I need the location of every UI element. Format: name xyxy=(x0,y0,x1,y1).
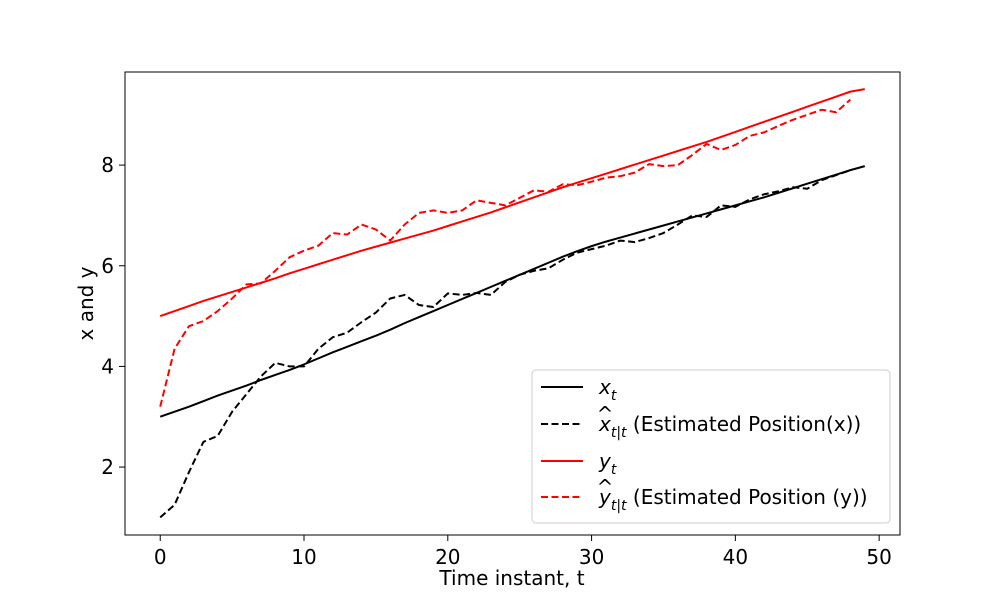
x-tick-label: 40 xyxy=(723,545,748,569)
legend-frame xyxy=(531,369,891,524)
series-line-y-t xyxy=(159,88,865,318)
x-tick-label: 20 xyxy=(435,545,460,569)
legend-label-x-hat: xt|t (Estimated Position(x)) xyxy=(598,412,861,441)
y-axis-label: x and y xyxy=(74,266,98,340)
legend-hat-accent: ^ xyxy=(597,475,614,499)
x-axis: 0 10 20 30 40 50 xyxy=(154,535,892,569)
legend-label-y-t: yt xyxy=(598,449,617,478)
y-tick-label: 4 xyxy=(101,354,114,378)
legend-label-x-t: xt xyxy=(598,375,617,404)
series-line-y-hat xyxy=(159,98,852,407)
series-line-x-hat xyxy=(159,169,851,519)
x-tick-label: 50 xyxy=(866,545,891,569)
series-layer xyxy=(159,88,866,519)
legend-label-y-hat: yt|t (Estimated Position (y)) xyxy=(598,485,868,514)
legend-hat-accent: ^ xyxy=(597,402,614,426)
x-axis-label: Time instant, t xyxy=(438,566,584,590)
plot-area-frame xyxy=(124,71,901,536)
y-tick-label: 2 xyxy=(101,455,114,479)
x-tick-label: 10 xyxy=(291,545,316,569)
y-tick-label: 8 xyxy=(101,153,114,177)
y-axis: 2 4 6 8 xyxy=(101,153,125,479)
x-tick-label: 30 xyxy=(579,545,604,569)
y-tick-label: 6 xyxy=(101,254,114,278)
x-tick-label: 0 xyxy=(154,545,167,569)
